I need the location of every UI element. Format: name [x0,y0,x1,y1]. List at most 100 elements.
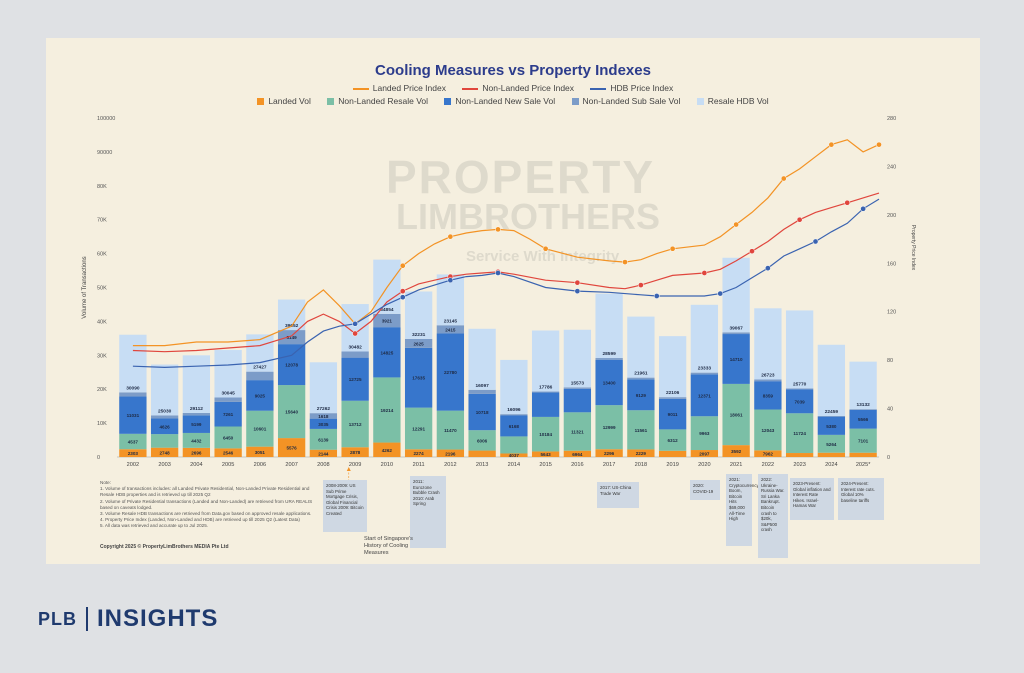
legend-bars: Landed Vol Non-Landed Resale Vol Non-Lan… [46,96,980,106]
bar-0-2024 [817,452,846,457]
bar-4-2002 [119,334,147,393]
x-tick-label: 2017 [603,462,615,468]
line-marker-2 [860,205,866,212]
bar-1-2007 [277,385,306,439]
total-label: 23145 [444,318,458,324]
bar-1-2011 [404,407,433,450]
line-marker-1 [399,288,406,294]
y-tick-label: 80K [97,184,107,190]
bar-value-label: 9963 [699,431,710,436]
bar-value-label: 6450 [223,435,234,440]
x-tick-label: 2015 [539,462,551,468]
bar-2-2017 [595,359,623,406]
total-label: 17786 [539,385,553,391]
y2-axis-label: Property Price Index [910,225,916,271]
bar-2-2025* [849,409,877,429]
bar-0-2017 [595,449,623,457]
bar-value-label: 12371 [698,393,711,398]
bar-value-label: 2415 [445,327,456,332]
bar-value-label: 4262 [382,448,393,453]
bar-2-2011 [404,347,433,408]
x-tick-label: 2011 [413,462,425,468]
y2-tick-label: 280 [887,116,896,122]
bar-value-label: 3051 [255,450,266,455]
line-marker-0 [876,141,882,148]
note-line: Note: [100,480,111,485]
note-line: 1. Volume of transactions includes: all … [100,486,310,498]
line-marker-1 [844,199,851,206]
bar-3-2011 [404,338,433,348]
line-marker-0 [495,226,501,233]
x-tick-label: 2025* [856,462,871,468]
total-label: 30045 [221,390,235,396]
bar-0-2015 [531,451,560,457]
total-label: 16096 [507,407,521,413]
bar-value-label: 2274 [414,451,425,456]
bar-1-2006 [246,410,274,447]
x-tick-label: 2021 [730,462,742,468]
line-marker-2 [765,265,771,271]
plb-insights-logo: PLB INSIGHTS [38,604,218,634]
total-label: 27427 [253,365,267,371]
total-label: 39067 [729,325,743,331]
legend-lines: Landed Price Index Non-Landed Price Inde… [46,83,980,93]
bar-4-2020 [690,304,719,373]
event-box-2023: 2023-Present: Global inflation and Inter… [790,478,834,520]
bar-value-label: 19214 [380,408,393,413]
total-label: 29112 [190,406,203,412]
total-label: 22106 [666,390,680,396]
note-line: 5. All data was retrieved and accurate u… [100,523,209,529]
bar-value-label: 3921 [382,319,393,324]
bar-value-label: 4432 [191,438,202,443]
bar-1-2012 [436,410,465,450]
y-tick-label: 60K [97,252,107,258]
bar-3-2015 [531,391,560,393]
bar-value-label: 2748 [160,450,171,455]
bar-value-label: 10601 [253,427,266,432]
bar-value-label: 6964 [572,452,583,457]
bar-0-2009 [341,447,369,457]
bar-0-2014 [500,453,528,457]
bar-value-label: 6139 [318,437,329,442]
total-label: 30090 [126,385,140,391]
y-tick-label: 20K [97,387,107,393]
bar-1-2014 [500,436,528,454]
legend-nonlanded-new-sale-vol: Non-Landed New Sale Vol [444,96,555,106]
total-label: 25770 [793,381,807,387]
total-label: 26723 [761,372,775,378]
line-marker-1 [574,279,581,286]
line-marker-1 [796,216,803,223]
line-marker-2 [447,277,454,284]
bar-3-2017 [595,358,623,360]
y-tick-label: 10K [97,421,107,427]
legend-hdb-price: HDB Price Index [590,83,673,93]
line-series-2 [132,198,880,369]
x-tick-label: 2008 [317,462,329,468]
bar-2-2007 [277,344,306,386]
bar-2-2012 [436,333,465,411]
bar-1-2005 [214,426,242,449]
event-box-2022: 2022: Ukraine-Russia War. Sri Lanka Bank… [758,474,788,558]
bar-0-2005 [214,448,242,457]
bar-2-2005 [214,401,242,427]
bar-2-2004 [182,415,211,433]
bar-1-2017 [595,405,623,450]
bar-4-2013 [468,328,496,390]
total-label: 27262 [317,406,331,412]
bar-value-label: 2196 [445,451,456,456]
bar-1-2008 [309,428,338,450]
bar-4-2004 [182,355,211,413]
bar-0-2019 [658,450,687,457]
bar-value-label: 2878 [350,450,361,455]
y-tick-label: 40K [97,319,107,325]
y2-tick-label: 160 [887,261,896,267]
bar-4-2018 [627,316,655,378]
bar-3-2006 [246,371,274,381]
x-tick-label: 2005 [222,462,234,468]
bar-1-2024 [817,434,846,453]
bar-0-2011 [404,449,433,457]
bar-value-label: 14710 [730,357,743,362]
notes: Note: 1. Volume of transactions includes… [100,480,320,530]
bar-value-label: 2144 [318,451,329,456]
bar-value-label: 3035 [318,422,329,427]
